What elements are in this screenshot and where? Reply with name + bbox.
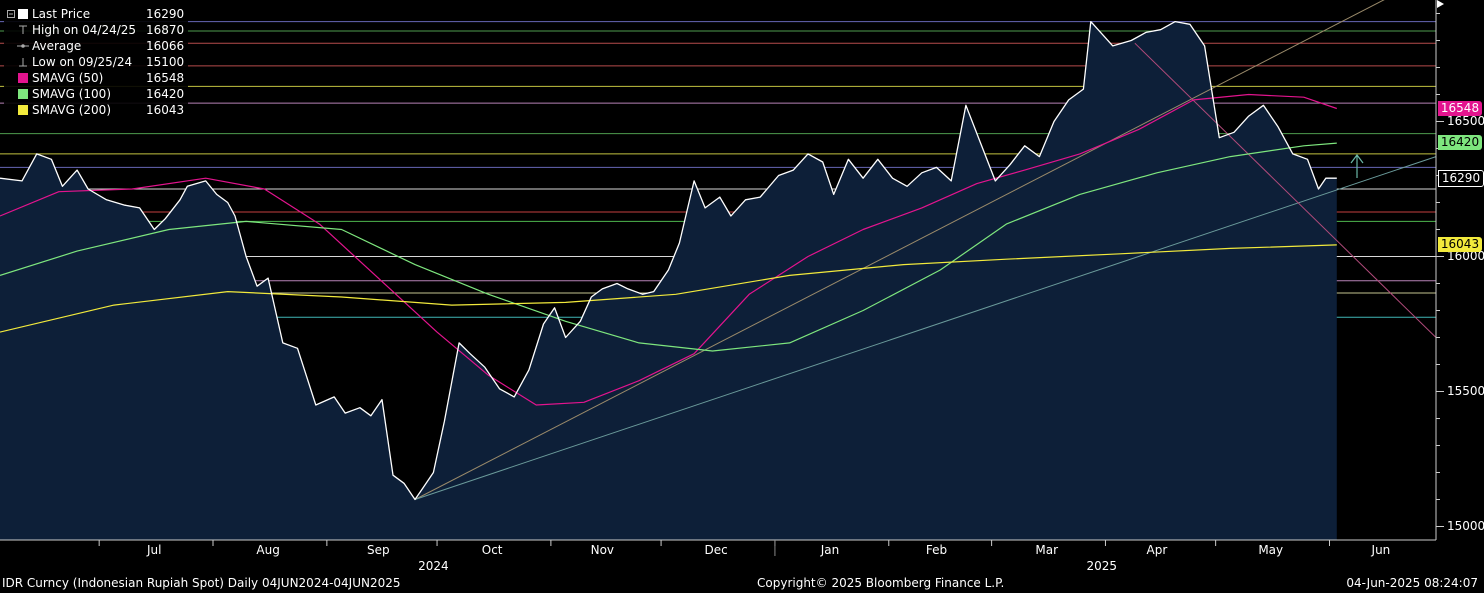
legend-item: SMAVG (200) 16043 <box>4 102 188 118</box>
x-tick-label: May <box>1258 543 1284 557</box>
price-area <box>0 21 1337 541</box>
axis-arrow-icon <box>1437 0 1444 8</box>
trend-line-1 <box>414 156 1437 500</box>
x-tick-label: Sep <box>366 543 390 557</box>
value-badge: 16420 <box>1438 135 1482 151</box>
legend-item: SMAVG (100) 16420 <box>4 86 188 102</box>
value-badge: 16290 <box>1438 170 1484 188</box>
year-label: 2024 <box>418 559 449 573</box>
year-label: 2025 <box>1086 559 1118 573</box>
color-swatch-icon <box>4 102 32 118</box>
price-fill <box>0 21 1337 541</box>
y-tick-label: 15500 <box>1447 383 1484 398</box>
series-lines <box>0 20 1364 501</box>
value-badge: 16548 <box>1438 100 1482 116</box>
x-tick-label: Aug <box>256 543 280 557</box>
color-swatch-icon <box>4 70 32 86</box>
x-tick-label: Mar <box>1035 543 1059 557</box>
legend-label: Low on 09/25/24 <box>32 55 133 69</box>
y-tick-label: 15000 <box>1447 518 1484 533</box>
high-marker-icon <box>4 22 32 38</box>
x-tick-label: Dec <box>704 543 728 557</box>
legend-value: 16870 <box>146 23 185 37</box>
footer-ticker: IDR Curncy (Indonesian Rupiah Spot) Dail… <box>2 576 401 590</box>
trend-line-0 <box>414 0 1385 500</box>
legend: Last Price 16290 High on 04/24/25 16870 Aver… <box>4 6 188 118</box>
legend-item: High on 04/24/25 16870 <box>4 22 188 38</box>
up-arrow-icon <box>1350 154 1364 178</box>
x-tick-label: Feb <box>925 543 948 557</box>
legend-value: 16290 <box>146 7 185 21</box>
x-tick-label: Oct <box>481 543 503 557</box>
x-tick-label: Apr <box>1146 543 1168 557</box>
y-tick-label: 16000 <box>1447 248 1484 263</box>
legend-value: 16066 <box>146 39 185 53</box>
series-line-1 <box>0 93 1337 406</box>
legend-label: High on 04/24/25 <box>32 23 137 37</box>
value-badge: 16043 <box>1438 236 1482 252</box>
legend-value: 16548 <box>146 71 185 85</box>
axes <box>0 0 1444 556</box>
avg-marker-icon <box>4 38 32 54</box>
x-tick-label: Nov <box>590 543 615 557</box>
legend-item: Low on 09/25/24 15100 <box>4 54 188 70</box>
legend-label: Last Price <box>32 7 91 21</box>
series-line-2 <box>0 142 1337 352</box>
trend-lines <box>414 0 1437 500</box>
color-swatch-icon <box>4 86 32 102</box>
legend-label: SMAVG (100) <box>32 87 112 101</box>
series-line-0 <box>0 20 1337 501</box>
footer-copyright: Copyright© 2025 Bloomberg Finance L.P. <box>757 576 1005 590</box>
low-marker-icon <box>4 54 32 70</box>
legend-value: 15100 <box>146 55 185 69</box>
x-tick-label: Jan <box>820 543 840 557</box>
legend-label: SMAVG (50) <box>32 71 104 85</box>
series-line-3 <box>0 244 1337 333</box>
y-tick-label: 16500 <box>1447 113 1484 128</box>
legend-item: SMAVG (50) 16548 <box>4 70 188 86</box>
legend-label: SMAVG (200) <box>32 103 112 117</box>
legend-item: Last Price 16290 <box>4 6 188 22</box>
legend-value: 16043 <box>146 103 185 117</box>
x-tick-label: Jul <box>147 543 162 557</box>
legend-label: Average <box>32 39 82 53</box>
legend-item: Average 16066 <box>4 38 188 54</box>
collapse-icon[interactable] <box>7 10 17 20</box>
color-swatch-icon <box>4 6 32 22</box>
x-tick-label: Jun <box>1371 543 1391 557</box>
trend-line-2 <box>1134 42 1437 338</box>
footer-timestamp: 04-Jun-2025 08:24:07 <box>1346 576 1478 590</box>
legend-value: 16420 <box>146 87 185 101</box>
